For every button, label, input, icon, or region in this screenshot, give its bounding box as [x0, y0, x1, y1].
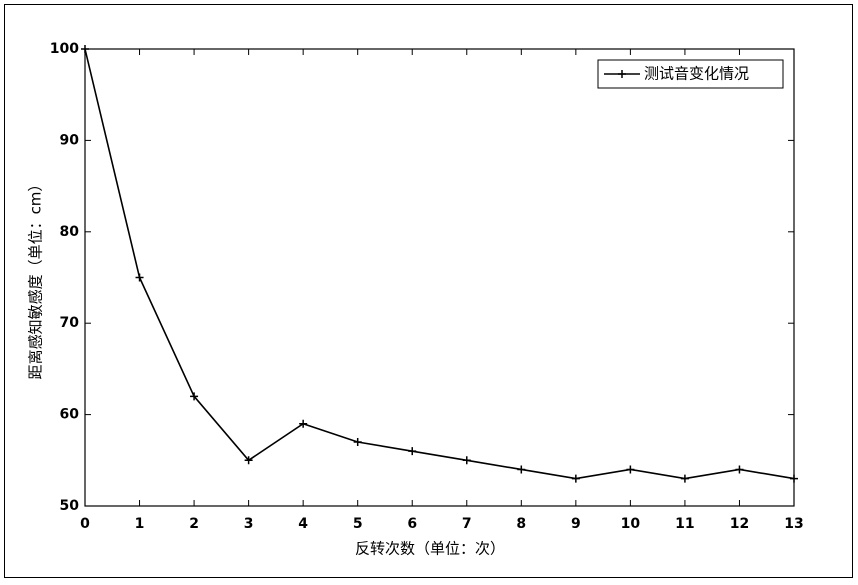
marker	[190, 392, 199, 401]
y-tick-label: 70	[60, 315, 80, 331]
marker	[299, 419, 308, 428]
y-tick-label: 90	[60, 132, 80, 148]
x-tick-label: 2	[189, 516, 199, 532]
x-tick-label: 12	[730, 516, 749, 532]
x-tick-label: 13	[784, 516, 803, 532]
series-line	[84, 48, 795, 480]
plot-area	[84, 48, 795, 507]
marker	[81, 45, 89, 53]
y-tick-label: 50	[60, 498, 80, 514]
marker	[735, 465, 744, 474]
x-tick-label: 0	[80, 516, 90, 532]
y-tick-label: 100	[50, 41, 79, 57]
marker	[353, 438, 362, 447]
marker	[408, 447, 417, 456]
x-tick-label: 7	[462, 516, 472, 532]
marker	[135, 273, 144, 282]
marker	[462, 456, 471, 465]
x-tick-label: 5	[353, 516, 363, 532]
marker	[790, 474, 798, 483]
y-axis-label: 距离感知敏感度（单位：cm）	[27, 177, 45, 380]
x-tick-label: 8	[516, 516, 526, 532]
x-tick-label: 1	[135, 516, 145, 532]
y-tick-label: 60	[60, 407, 80, 423]
x-tick-label: 10	[621, 516, 641, 532]
x-tick-label: 6	[407, 516, 417, 532]
x-tick-label: 3	[244, 516, 254, 532]
legend-marker	[618, 70, 626, 78]
x-tick-label: 11	[675, 516, 694, 532]
x-tick-label: 4	[298, 516, 308, 532]
legend-label: 测试音变化情况	[644, 65, 749, 83]
marker	[517, 465, 526, 474]
marker	[244, 456, 253, 465]
x-tick-label: 9	[571, 516, 581, 532]
marker	[571, 474, 580, 483]
marker	[680, 474, 689, 483]
marker	[626, 465, 635, 474]
x-axis-label: 反转次数（单位：次）	[355, 540, 505, 558]
frame	[4, 4, 853, 578]
y-tick-label: 80	[60, 224, 80, 240]
